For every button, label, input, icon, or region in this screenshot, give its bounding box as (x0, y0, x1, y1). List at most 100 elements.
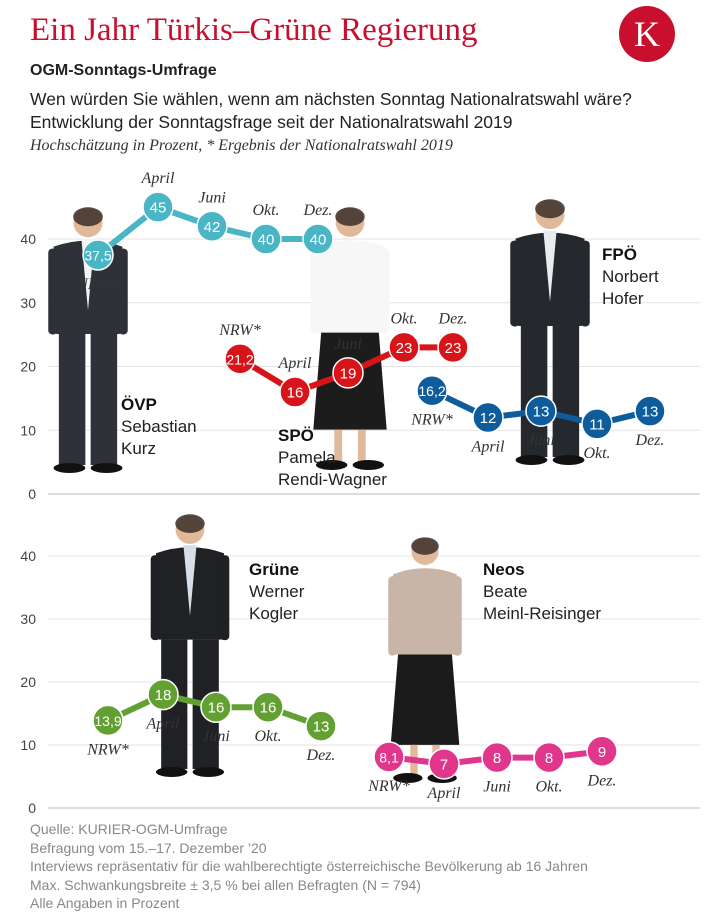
x-category-label: NRW* (76, 276, 118, 293)
y-tick-label: 30 (20, 295, 36, 311)
kurier-logo: K (619, 6, 675, 62)
person-name-line1: Norbert (602, 267, 659, 286)
data-point (416, 374, 448, 407)
series-grüne: 13,9 NRW* 18 April 16 Juni 16 Okt. 13 Dez. Grüne We… (86, 560, 337, 764)
x-category-label: Juni (202, 728, 230, 745)
chart-subtitle: OGM-Sonntags-Umfrage (30, 62, 217, 79)
x-category-label: Juni (198, 189, 226, 206)
data-label: 13 (642, 404, 659, 421)
data-label: 21,2 (226, 351, 253, 367)
data-label: 16 (260, 700, 277, 717)
series-övp: 37,5 NRW* 45 April 42 Juni 40 Okt. 40 Dez. ÖVP Seba… (76, 170, 334, 458)
data-point (147, 678, 179, 711)
footer-source: Quelle: KURIER-OGM-Umfrage (30, 821, 228, 837)
series-name-block: ÖVP Sebastian Kurz (121, 395, 197, 458)
y-tick-label: 0 (28, 486, 36, 502)
party-name: Neos (483, 560, 525, 579)
data-point (200, 691, 232, 723)
data-point (142, 191, 174, 223)
data-label: 18 (155, 687, 172, 704)
footer: Quelle: KURIER-OGM-Umfrage Befragung vom… (30, 820, 588, 913)
x-category-label: April (141, 170, 175, 187)
data-point (279, 376, 311, 408)
chart-panel-1: 0 10 20 30 40 37,5 NRW* 45 April 42 Juni 40 Okt. 40 De… (20, 170, 700, 502)
unit-note: Hochschätzung in Prozent, * Ergebnis der… (30, 137, 453, 154)
x-category-label: April (471, 439, 505, 456)
person-name-line1: Pamela (278, 448, 336, 467)
page-title: Ein Jahr Türkis–Grüne Regierung (30, 12, 478, 48)
x-category-label: Okt. (390, 310, 417, 327)
data-label: 9 (598, 744, 606, 761)
person-name-line2: Kogler (249, 604, 298, 623)
x-category-label: Juni (334, 336, 362, 353)
data-label: 8 (545, 750, 553, 767)
x-category-label: Okt. (254, 728, 281, 745)
data-label: 13,9 (94, 713, 121, 729)
y-tick-label: 10 (20, 737, 36, 753)
person-name-line1: Sebastian (121, 417, 197, 436)
data-label: 37,5 (84, 247, 111, 263)
data-label: 40 (310, 232, 327, 249)
footer-units: Alle Angaben in Prozent (30, 895, 180, 911)
person-name-line2: Meinl-Reisinger (483, 604, 601, 623)
data-label: 19 (340, 365, 357, 382)
footer-date: Befragung vom 15.–17. Dezember ’20 (30, 839, 267, 856)
photo-politician-hofer (510, 199, 590, 465)
data-point (525, 395, 557, 427)
data-point (196, 210, 228, 242)
y-tick-label: 20 (20, 674, 36, 690)
data-label: 16 (287, 385, 304, 402)
data-point (252, 691, 284, 723)
x-category-label: Dez. (635, 432, 665, 449)
series-name-block: SPÖ Pamela Rendi-Wagner (278, 426, 387, 489)
data-label: 16 (208, 700, 225, 717)
x-category-label: Dez. (587, 772, 617, 789)
data-label: 40 (258, 232, 275, 249)
y-tick-label: 40 (20, 548, 36, 564)
data-label: 23 (396, 340, 413, 357)
x-category-label: NRW* (86, 741, 128, 758)
person-name-line2: Kurz (121, 439, 156, 458)
person-name-line2: Hofer (602, 289, 644, 308)
x-category-label: Dez. (306, 747, 336, 764)
data-label: 12 (480, 410, 497, 427)
x-category-label: Dez. (438, 310, 468, 327)
person-name-line1: Werner (249, 582, 305, 601)
party-name: SPÖ (278, 426, 314, 445)
x-category-label: NRW* (218, 322, 260, 339)
x-category-label: Juni (527, 432, 555, 449)
data-point (481, 741, 513, 774)
data-point (428, 748, 460, 780)
x-category-label: Okt. (535, 779, 562, 796)
series-fpö: 16,2 NRW* 12 April 13 Juni 11 Okt. 13 Dez. FPÖ Norb… (410, 245, 666, 462)
chart-panel-2: 0 10 20 30 40 13,9 NRW* 18 April 16 Juni 16 Okt. 13 De… (20, 514, 700, 816)
data-label: 45 (150, 200, 167, 217)
data-point (533, 741, 565, 774)
x-category-label: Dez. (303, 202, 333, 219)
data-label: 23 (445, 340, 462, 357)
x-category-label: NRW* (367, 778, 409, 795)
data-point (373, 741, 405, 773)
intro-line-1: Wen würden Sie wählen, wenn am nächsten … (30, 89, 632, 109)
data-point (82, 239, 114, 271)
footer-margin: Max. Schwankungsbreite ± 3,5 % bei allen… (30, 876, 421, 893)
y-tick-label: 40 (20, 231, 36, 247)
data-point (224, 343, 256, 375)
data-point (581, 408, 613, 440)
series-name-block: Neos Beate Meinl-Reisinger (483, 560, 601, 623)
x-category-label: April (146, 716, 180, 733)
data-point (305, 710, 337, 742)
series-name-block: Grüne Werner Kogler (249, 560, 305, 623)
data-label: 16,2 (418, 383, 445, 399)
data-point (472, 401, 504, 434)
data-point (586, 735, 618, 768)
x-category-label: Okt. (252, 202, 279, 219)
y-tick-label: 0 (28, 800, 36, 816)
data-label: 7 (440, 756, 448, 773)
y-tick-label: 20 (20, 359, 36, 375)
series-neos: 8,1 NRW* 7 April 8 Juni 8 Okt. 9 Dez. Neos Beate Mei… (367, 560, 618, 802)
x-category-label: Juni (483, 779, 511, 796)
x-category-label: April (427, 785, 461, 802)
data-label: 42 (204, 219, 221, 236)
